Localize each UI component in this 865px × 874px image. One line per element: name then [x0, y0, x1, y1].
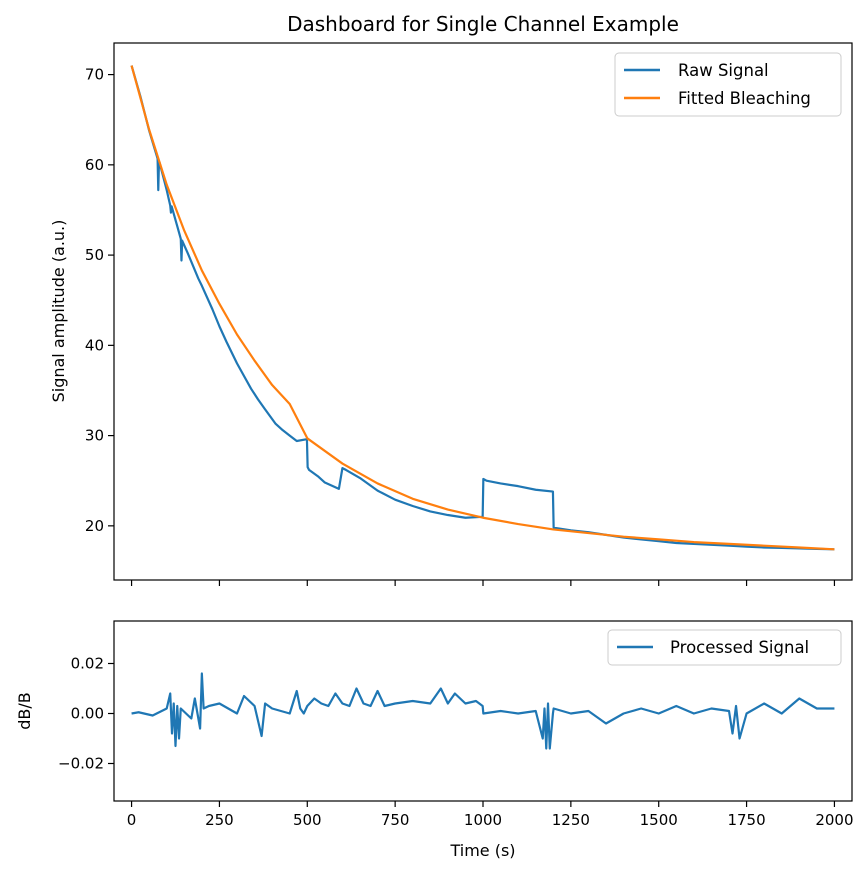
bottom-x-tick-label: 500 [293, 811, 322, 829]
bottom-x-tick-label: 1250 [552, 811, 590, 829]
series-line-fitted-bleaching [130, 65, 835, 551]
top-y-tick-label: 60 [85, 156, 104, 174]
bottom-y-tick-label: −0.02 [58, 755, 104, 773]
chart-title: Dashboard for Single Channel Example [287, 12, 679, 36]
top-plot-area [130, 65, 835, 551]
top-axes-frame [113, 42, 853, 581]
legend-label-raw-signal: Raw Signal [678, 61, 769, 80]
bottom-legend-box [607, 629, 842, 666]
bottom-x-tick-label: 1000 [464, 811, 502, 829]
bottom-plot-area [131, 672, 835, 750]
bottom-x-tick-label: 0 [127, 811, 137, 829]
top-y-tick-label: 20 [85, 517, 104, 535]
x-axis-label: Time (s) [449, 841, 515, 860]
bottom-panel: 0 250 500 750 1000 1250 1500 1750 2000 −0.02 0.00 0… [15, 620, 854, 860]
bottom-x-tick-label: 1500 [640, 811, 678, 829]
bottom-y-tick-label: 0.00 [71, 705, 104, 723]
top-axis-ticks: 20 30 40 50 60 70 [85, 66, 836, 586]
series-line-raw-signal [130, 65, 835, 551]
top-legend: Raw Signal Fitted Bleaching [614, 52, 842, 117]
bottom-x-tick-label: 750 [381, 811, 410, 829]
bottom-axes-frame [113, 620, 853, 802]
top-panel: 20 30 40 50 60 70 Signal amplitude (a.u.) Raw… [49, 42, 853, 586]
bottom-axis-ticks: 0 250 500 750 1000 1250 1500 1750 2000 −0.02 0.00 0… [58, 655, 853, 830]
legend-label-processed-signal: Processed Signal [670, 638, 809, 657]
top-y-tick-label: 30 [85, 427, 104, 445]
bottom-y-tick-label: 0.02 [71, 655, 104, 673]
top-y-tick-label: 40 [85, 336, 104, 354]
top-y-tick-label: 70 [85, 66, 104, 84]
bottom-x-tick-label: 1750 [727, 811, 765, 829]
top-legend-box [614, 52, 842, 117]
series-line-processed-signal [131, 672, 835, 750]
top-y-axis-label: Signal amplitude (a.u.) [49, 220, 68, 403]
top-y-tick-label: 50 [85, 246, 104, 264]
bottom-x-tick-label: 250 [205, 811, 234, 829]
bottom-legend: Processed Signal [607, 629, 842, 666]
bottom-y-axis-label: dB/B [15, 692, 34, 730]
bottom-x-tick-label: 2000 [815, 811, 853, 829]
legend-label-fitted-bleaching: Fitted Bleaching [678, 89, 811, 108]
